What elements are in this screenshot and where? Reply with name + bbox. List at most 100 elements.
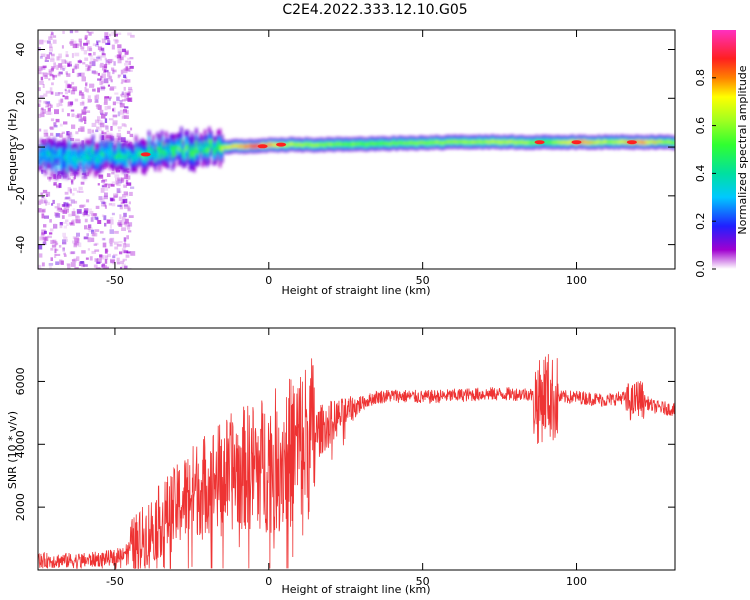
spectrogram-noise-cell [120,93,123,97]
spectrogram-noise-cell [75,138,80,141]
spectrogram-noise-cell [50,91,54,95]
spectrogram-noise-cell [64,206,70,211]
spectrogram-ridge-cell [533,141,536,144]
spectrogram-noise-cell [63,225,67,229]
spectrogram-noise-cell [50,257,53,261]
spectrogram-noise-cell [114,138,119,143]
spectrogram-ridge-cell [393,141,396,144]
spectrogram-noise-cell [123,74,127,78]
spectrogram-ridge-cell [611,140,614,143]
spectrogram-ridge-cell [85,152,88,157]
spectrogram-ridge-cell [313,144,317,147]
spectrogram-noise-cell [62,247,65,252]
spectrogram-ridge-cell [346,143,349,146]
spectrogram-ridge-cell [100,149,103,156]
spectrogram-noise-cell [88,224,92,228]
spectrogram-noise-cell [75,214,79,218]
spectrogram-noise-cell [41,40,47,43]
spectrogram-noise-cell [67,177,71,180]
x-tick-label: 50 [416,575,430,588]
spectrogram-noise-cell [112,120,118,125]
spectrogram-ridge-cell [350,143,353,146]
spectrogram-ridge-cell [617,141,620,144]
spectrogram-noise-cell [69,86,75,90]
spectrogram-ridge-cell [507,141,510,144]
spectrogram-ridge-cell [649,140,653,143]
spectrogram-noise-cell [42,108,46,114]
spectrogram-noise-cell [104,183,108,188]
spectrogram-noise-cell [62,242,67,245]
spectrogram-noise-cell [80,261,85,264]
spectrogram-noise-cell [55,248,59,252]
spectrogram-ridge-cell [505,141,508,144]
spectrogram-noise-cell [62,68,65,71]
spectrogram-noise-cell [101,113,106,119]
spectrogram-noise-cell [63,206,66,210]
spectrogram-noise-cell [109,229,114,234]
spectrogram-noise-cell [105,42,111,45]
spectrogram-noise-cell [99,122,105,128]
spectrogram-ridge-cell [94,157,97,163]
spectrogram-ridge-cell [544,140,547,143]
spectrogram-noise-cell [83,106,88,109]
spectrogram-noise-cell [113,253,118,257]
spectrogram-ridge-cell [354,143,358,146]
spectrogram-noise-cell [49,87,53,92]
spectrogram-noise-cell [87,248,90,251]
spectrogram-noise-cell [53,62,56,67]
spectrogram-noise-cell [120,69,124,75]
spectrogram-noise-cell [44,236,49,242]
spectrogram-ridge-cell [595,141,599,144]
spectrogram-noise-cell [72,86,78,92]
spectrogram-noise-cell [118,241,123,244]
spectrogram-noise-cell [74,237,79,242]
spectrogram-noise-cell [86,30,90,33]
spectrogram-noise-cell [79,126,85,131]
spectrogram-noise-cell [70,90,76,95]
spectrogram-noise-cell [58,53,62,58]
spectrogram-noise-cell [79,90,82,93]
spectrogram-noise-cell [117,44,122,49]
spectrogram-noise-cell [101,80,104,85]
spectrogram-noise-cell [95,205,100,209]
spectrogram-ridge-cell [492,140,495,143]
spectrogram-noise-cell [112,108,115,112]
spectrogram-noise-cell [123,221,128,225]
spectrogram-noise-cell [60,98,64,103]
spectrogram-noise-cell [101,237,106,241]
spectrogram-ridge-cell [173,148,177,154]
spectrogram-noise-cell [65,51,69,56]
spectrogram-noise-cell [116,96,120,101]
spectrogram-ridge-cell [59,156,62,162]
spectrogram-noise-cell [97,46,103,51]
spectrogram-noise-cell [116,101,119,104]
y-tick-label: 4000 [14,430,27,458]
spectrogram-ridge-cell [623,141,627,144]
spectrogram-noise-cell [80,204,86,207]
spectrogram-noise-cell [50,68,54,71]
spectrogram-noise-cell [83,208,89,213]
spectrogram-noise-cell [125,254,130,258]
spectrogram-noise-cell [116,262,121,265]
spectrogram-noise-cell [92,88,96,92]
spectrogram-noise-cell [74,63,80,69]
spectrogram-noise-cell [87,208,92,211]
spectrogram-ridge-cell [296,143,299,146]
spectrogram-noise-cell [73,257,77,263]
spectrogram-noise-cell [94,100,99,103]
spectrogram-noise-cell [78,72,82,77]
spectrogram-noise-cell [65,196,71,200]
spectrogram-ridge-cell [404,141,407,144]
spectrogram-noise-cell [90,213,94,216]
spectrogram-noise-cell [93,59,97,62]
spectrogram-noise-cell [127,57,130,60]
spectrogram-noise-cell [38,264,42,269]
spectrogram-ridge-cell [292,143,295,146]
spectrogram-ridge-cell [438,141,442,144]
spectrogram-noise-cell [115,193,119,196]
spectrogram-noise-cell [72,68,75,73]
spectrogram-noise-cell [115,39,120,43]
spectrogram-noise-cell [46,54,50,60]
spectrogram-noise-cell [40,192,44,195]
spectrogram-ridge-cell [419,141,422,144]
